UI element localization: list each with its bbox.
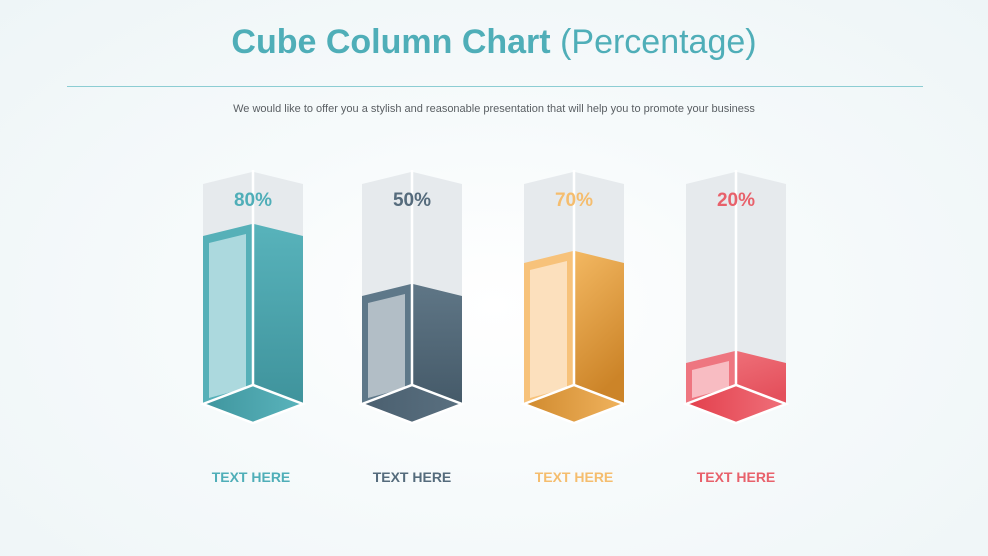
title-bold: Cube Column Chart [231, 23, 551, 61]
column-3: 70% [520, 170, 628, 425]
category-label-2: TEXT HERE [372, 469, 452, 485]
column-2: 50% [358, 170, 466, 425]
value-label-1: 80% [234, 190, 272, 211]
category-label-3: TEXT HERE [534, 469, 614, 485]
column-4: 20% [682, 170, 790, 425]
column-1: 80% [199, 170, 307, 425]
value-label-3: 70% [555, 190, 593, 211]
title-light: (Percentage) [560, 23, 757, 61]
page-title: Cube Column Chart (Percentage) [0, 20, 988, 64]
subtitle: We would like to offer you a stylish and… [233, 103, 755, 115]
value-label-4: 20% [717, 190, 755, 211]
title-divider [67, 86, 923, 87]
category-label-4: TEXT HERE [696, 469, 776, 485]
category-label-1: TEXT HERE [211, 469, 291, 485]
value-label-2: 50% [393, 190, 431, 211]
